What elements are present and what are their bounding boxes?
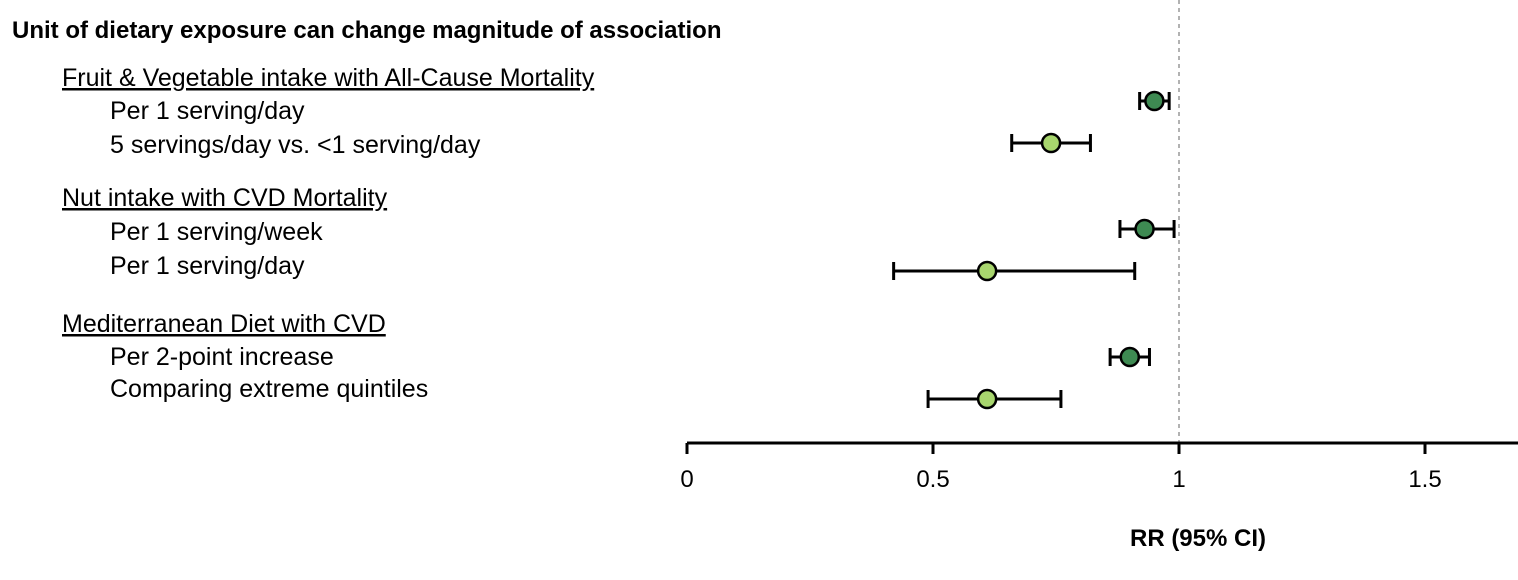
point-estimate xyxy=(976,388,998,410)
x-tick-label: 0 xyxy=(680,466,693,493)
x-tick-label: 0.5 xyxy=(916,466,949,493)
row-label: Per 2-point increase xyxy=(110,343,334,371)
group-label: Nut intake with CVD Mortality xyxy=(62,184,388,212)
x-axis: 0 0.5 1 1.5 xyxy=(680,441,1518,493)
row-label: Per 1 serving/day xyxy=(110,97,305,125)
point-estimate xyxy=(1040,132,1062,154)
row-label: 5 servings/day vs. <1 serving/day xyxy=(110,131,481,159)
row-label: Per 1 serving/day xyxy=(110,252,305,280)
point-estimate xyxy=(1144,90,1165,112)
x-tick-label: 1 xyxy=(1172,466,1185,493)
point-estimate xyxy=(1119,346,1141,368)
row-labels: Fruit & Vegetable intake with All-Cause … xyxy=(62,64,595,403)
point-estimate xyxy=(976,260,998,282)
row-label: Comparing extreme quintiles xyxy=(110,375,428,403)
chart-title: Unit of dietary exposure can change magn… xyxy=(12,17,721,44)
data-marks xyxy=(892,90,1176,410)
group-label: Fruit & Vegetable intake with All-Cause … xyxy=(62,64,595,92)
row-label: Per 1 serving/week xyxy=(110,218,323,246)
point-estimate xyxy=(1134,218,1155,240)
x-axis-title: RR (95% CI) xyxy=(1130,525,1266,552)
x-tick-label: 1.5 xyxy=(1408,466,1441,493)
group-label: Mediterranean Diet with CVD xyxy=(62,310,386,338)
